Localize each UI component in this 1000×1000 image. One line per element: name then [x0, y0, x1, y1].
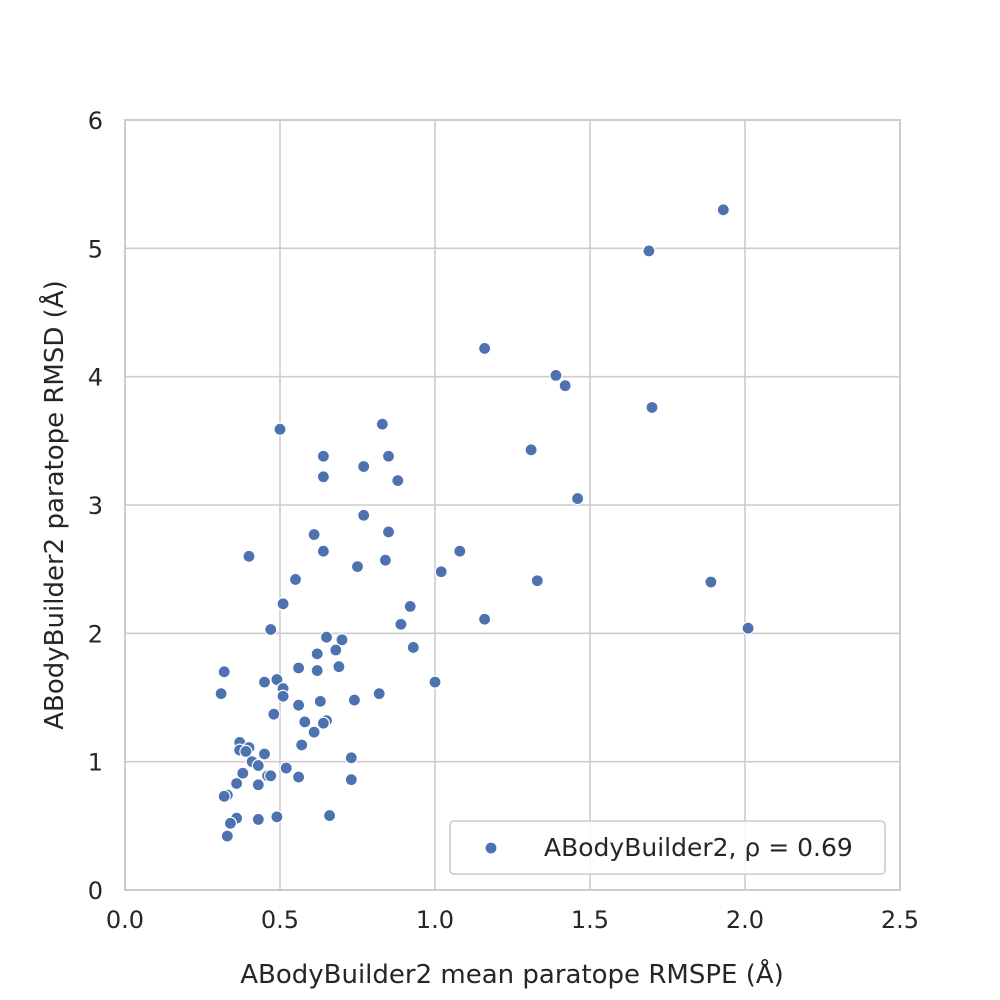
y-tick-label: 3 [88, 492, 103, 520]
x-tick-label: 1.0 [416, 906, 454, 934]
data-point [391, 474, 405, 488]
data-point [307, 527, 321, 542]
y-tick-label: 6 [88, 107, 103, 135]
data-point [313, 694, 327, 708]
data-point [264, 769, 278, 783]
data-point [242, 549, 256, 563]
data-point [251, 758, 265, 773]
x-tick-label: 2.5 [881, 906, 919, 934]
y-tick-label: 4 [88, 364, 103, 392]
data-point [716, 203, 730, 217]
data-point [375, 417, 389, 431]
data-points [214, 203, 755, 843]
y-axis-ticks: 0 1 2 3 4 5 6 [88, 107, 103, 905]
legend: ABodyBuilder2, ρ = 0.69 [449, 820, 886, 875]
y-axis-label: ABodyBuilder2 paratope RMSD (Å) [38, 280, 70, 729]
data-point [524, 443, 538, 457]
data-point [251, 812, 265, 827]
legend-marker [484, 841, 498, 855]
data-point [428, 675, 442, 689]
x-tick-label: 0.0 [106, 906, 144, 934]
data-point [558, 379, 572, 393]
data-point [276, 689, 290, 703]
data-point [279, 761, 293, 775]
data-point [323, 808, 337, 823]
data-point [357, 459, 371, 474]
data-point [316, 470, 330, 484]
data-point [642, 244, 656, 258]
data-point [344, 751, 358, 765]
data-point [394, 617, 408, 631]
x-axis-ticks: 0.0 0.5 1.0 1.5 2.0 2.5 [106, 906, 919, 934]
data-point [378, 553, 392, 567]
data-point [295, 738, 309, 752]
data-point [381, 449, 396, 463]
data-point [292, 661, 306, 675]
data-point [270, 672, 284, 687]
data-point [310, 647, 324, 661]
data-point [316, 716, 330, 730]
data-point [406, 640, 420, 655]
data-point [251, 778, 265, 792]
y-tick-label: 2 [88, 620, 103, 648]
x-axis-label: ABodyBuilder2 mean paratope RMSPE (Å) [240, 958, 784, 990]
data-point [292, 770, 306, 784]
data-point [276, 597, 290, 611]
data-point [478, 341, 492, 356]
data-point [530, 574, 544, 588]
data-point [570, 491, 585, 506]
data-point [307, 725, 321, 739]
y-tick-label: 1 [88, 749, 103, 777]
data-point [288, 572, 303, 587]
data-point [273, 422, 287, 436]
legend-label: ABodyBuilder2, ρ = 0.69 [544, 833, 853, 862]
data-point [310, 663, 324, 678]
data-point [270, 810, 284, 824]
data-point [239, 744, 253, 759]
data-point [319, 630, 334, 644]
data-point [741, 621, 755, 635]
data-point [316, 449, 330, 463]
data-point [214, 687, 228, 701]
data-point [223, 816, 237, 830]
data-point [372, 687, 386, 701]
data-point [329, 643, 343, 657]
legend-box [449, 820, 886, 875]
data-point [350, 559, 365, 574]
data-point [645, 400, 659, 415]
data-point [298, 715, 312, 729]
data-point [344, 773, 358, 787]
data-point [549, 368, 563, 382]
data-point [403, 599, 417, 613]
data-point [236, 766, 250, 780]
x-tick-label: 0.5 [261, 906, 299, 934]
data-point [257, 675, 272, 689]
data-point [357, 508, 371, 522]
data-point [434, 565, 448, 579]
x-tick-label: 1.5 [571, 906, 609, 934]
plot-frame [124, 119, 901, 891]
data-point [381, 525, 396, 539]
y-tick-label: 5 [88, 235, 103, 263]
data-point [217, 789, 231, 803]
x-tick-label: 2.0 [726, 906, 764, 934]
y-tick-label: 0 [88, 877, 103, 905]
data-point [335, 633, 349, 647]
data-point [220, 829, 234, 843]
data-point [478, 612, 492, 626]
data-point [217, 665, 231, 679]
data-point [316, 544, 330, 558]
data-point [453, 544, 467, 558]
data-point [257, 747, 272, 761]
data-point [704, 575, 718, 589]
data-point [292, 698, 306, 712]
data-point [347, 693, 361, 707]
data-point [267, 707, 281, 721]
data-point [230, 776, 244, 791]
data-point [264, 622, 278, 637]
data-point [332, 660, 346, 674]
